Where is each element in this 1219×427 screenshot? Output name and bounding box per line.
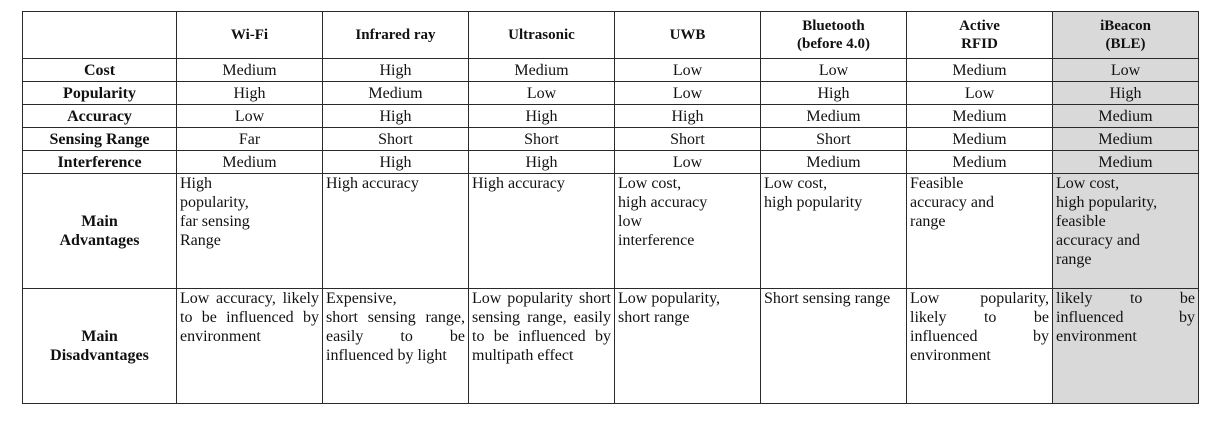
table-cell: Medium	[176, 58, 323, 82]
advantages-cell: Low cost, high popularity	[760, 173, 907, 289]
table-cell: Low	[468, 81, 615, 105]
table-cell: High	[322, 104, 469, 128]
table-row: Accuracy Low High High High Medium Mediu…	[22, 104, 1199, 128]
table-cell: Medium	[468, 58, 615, 82]
advantages-cell: High accuracy	[468, 173, 615, 289]
table-cell: Medium	[1052, 127, 1199, 151]
disadvantages-cell: Expensive, short sensing range, easily t…	[322, 288, 469, 404]
table-cell: Low	[176, 104, 323, 128]
comparison-table: Wi-Fi Infrared ray Ultrasonic UWB Blueto…	[22, 11, 1199, 404]
table-cell: High	[322, 150, 469, 174]
table-cell: Short	[468, 127, 615, 151]
disadvantages-cell: Low accuracy, likely to be influenced by…	[176, 288, 323, 404]
table-cell: Medium	[1052, 150, 1199, 174]
table-cell: High	[322, 58, 469, 82]
disadvantages-cell: Low popularity, short range	[614, 288, 761, 404]
table-cell: Medium	[760, 150, 907, 174]
table-row: Cost Medium High Medium Low Low Medium L…	[22, 58, 1199, 82]
table-cell: High	[614, 104, 761, 128]
disadvantages-cell: likely to be influenced by environment	[1052, 288, 1199, 404]
advantages-cell: High accuracy	[322, 173, 469, 289]
table-cell: Medium	[906, 104, 1053, 128]
table-cell: Low	[1052, 58, 1199, 82]
advantages-cell: High popularity, far sensing Range	[176, 173, 323, 289]
column-header: Bluetooth (before 4.0)	[760, 11, 907, 59]
row-header: Popularity	[22, 81, 177, 105]
table-cell: High	[468, 104, 615, 128]
column-header: Infrared ray	[322, 11, 469, 59]
advantages-cell: Feasible accuracy and range	[906, 173, 1053, 289]
disadvantages-row: Main Disadvantages Low accuracy, likely …	[22, 288, 1199, 404]
disadvantages-cell: Short sensing range	[760, 288, 907, 404]
table-row: Popularity High Medium Low Low High Low …	[22, 81, 1199, 105]
header-row: Wi-Fi Infrared ray Ultrasonic UWB Blueto…	[22, 11, 1199, 59]
table-cell: Medium	[760, 104, 907, 128]
column-header: UWB	[614, 11, 761, 59]
table-cell: High	[760, 81, 907, 105]
table-cell: Medium	[1052, 104, 1199, 128]
table-cell: Short	[322, 127, 469, 151]
table-cell: High	[176, 81, 323, 105]
row-header: Interference	[22, 150, 177, 174]
row-header: Cost	[22, 58, 177, 82]
table-cell: Medium	[906, 127, 1053, 151]
table-cell: Medium	[322, 81, 469, 105]
table-row: Sensing Range Far Short Short Short Shor…	[22, 127, 1199, 151]
disadvantages-cell: Low popularity short sensing range, easi…	[468, 288, 615, 404]
row-header: Main Disadvantages	[22, 288, 177, 404]
table-cell: Low	[614, 58, 761, 82]
column-header: Wi-Fi	[176, 11, 323, 59]
table-cell: Short	[614, 127, 761, 151]
advantages-cell: Low cost, high popularity, feasible accu…	[1052, 173, 1199, 289]
table-cell: Low	[614, 150, 761, 174]
table-cell: Far	[176, 127, 323, 151]
table-row: Interference Medium High High Low Medium…	[22, 150, 1199, 174]
table-cell: Low	[906, 81, 1053, 105]
table-cell: Medium	[176, 150, 323, 174]
advantages-row: Main Advantages High popularity, far sen…	[22, 173, 1199, 289]
column-header: iBeacon (BLE)	[1052, 11, 1199, 59]
table-cell: Short	[760, 127, 907, 151]
column-header: Active RFID	[906, 11, 1053, 59]
row-header: Main Advantages	[22, 173, 177, 289]
table-cell: High	[468, 150, 615, 174]
disadvantages-cell: Low popularity, likely to be influenced …	[906, 288, 1053, 404]
table-cell: Low	[614, 81, 761, 105]
row-header: Accuracy	[22, 104, 177, 128]
table-cell: Medium	[906, 58, 1053, 82]
advantages-cell: Low cost, high accuracy low interference	[614, 173, 761, 289]
table-cell: High	[1052, 81, 1199, 105]
column-header: Ultrasonic	[468, 11, 615, 59]
row-header: Sensing Range	[22, 127, 177, 151]
table-cell: Medium	[906, 150, 1053, 174]
table-cell: Low	[760, 58, 907, 82]
corner-cell	[22, 11, 177, 59]
